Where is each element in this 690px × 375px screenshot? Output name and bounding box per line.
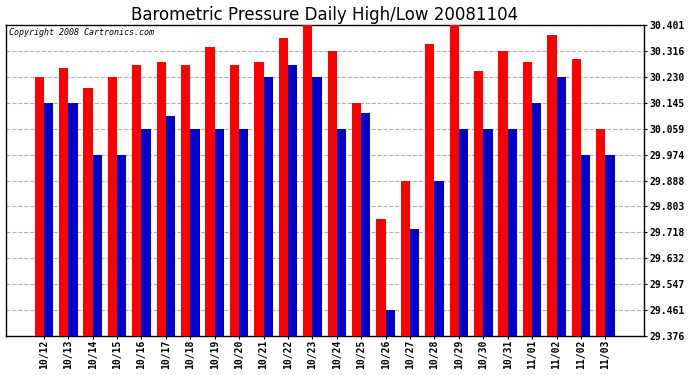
Bar	[435, 181, 444, 336]
Bar	[508, 129, 517, 336]
Bar	[352, 103, 362, 336]
Bar	[581, 154, 590, 336]
Bar	[132, 65, 141, 336]
Bar	[92, 154, 102, 336]
Bar	[376, 219, 386, 336]
Title: Barometric Pressure Daily High/Low 20081104: Barometric Pressure Daily High/Low 20081…	[131, 6, 518, 24]
Bar	[264, 77, 273, 336]
Bar	[279, 38, 288, 336]
Bar	[362, 113, 371, 336]
Bar	[401, 181, 410, 336]
Bar	[605, 154, 615, 336]
Bar	[215, 129, 224, 336]
Bar	[557, 77, 566, 336]
Bar	[425, 44, 435, 336]
Bar	[141, 129, 151, 336]
Bar	[483, 129, 493, 336]
Bar	[190, 129, 199, 336]
Bar	[459, 129, 468, 336]
Bar	[34, 77, 44, 336]
Bar	[83, 88, 92, 336]
Bar	[68, 103, 77, 336]
Bar	[117, 154, 126, 336]
Bar	[450, 25, 459, 336]
Bar	[44, 103, 53, 336]
Bar	[572, 59, 581, 336]
Bar	[523, 62, 532, 336]
Bar	[313, 77, 322, 336]
Bar	[547, 34, 557, 336]
Bar	[288, 65, 297, 336]
Bar	[206, 46, 215, 336]
Bar	[239, 129, 248, 336]
Bar	[386, 310, 395, 336]
Bar	[157, 62, 166, 336]
Bar	[498, 51, 508, 336]
Bar	[596, 129, 605, 336]
Bar	[474, 71, 483, 336]
Bar	[108, 77, 117, 336]
Bar	[328, 51, 337, 336]
Bar	[59, 68, 68, 336]
Text: Copyright 2008 Cartronics.com: Copyright 2008 Cartronics.com	[9, 28, 154, 37]
Bar	[532, 103, 542, 336]
Bar	[255, 62, 264, 336]
Bar	[303, 25, 313, 336]
Bar	[410, 229, 420, 336]
Bar	[230, 65, 239, 336]
Bar	[181, 65, 190, 336]
Bar	[337, 129, 346, 336]
Bar	[166, 116, 175, 336]
